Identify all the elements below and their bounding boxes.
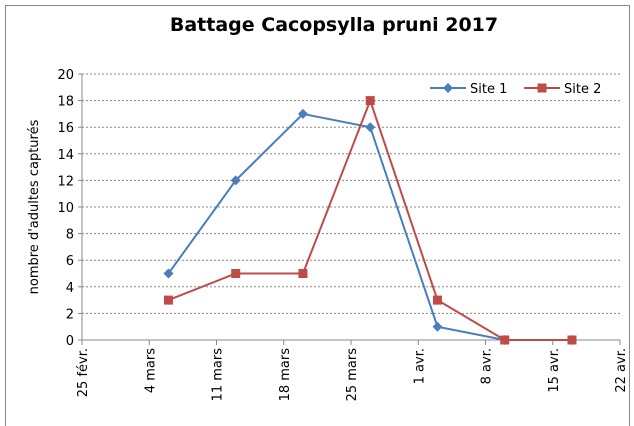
- chart-frame: [5, 5, 630, 426]
- point: [432, 321, 443, 332]
- point: [297, 108, 308, 119]
- y-tick-label: 14: [57, 148, 74, 163]
- point: [500, 335, 510, 345]
- x-tick-label: 8 avr.: [480, 348, 495, 384]
- x-tick-label: 4 mars: [143, 348, 158, 393]
- x-tick-label: 1 avr.: [412, 348, 427, 384]
- y-tick-label: 6: [66, 254, 74, 269]
- y-tick-label: 2: [66, 307, 74, 322]
- y-tick-label: 0: [66, 334, 74, 349]
- point: [298, 269, 308, 278]
- x-tick-label: 22 avr.: [614, 348, 629, 393]
- point: [567, 335, 577, 345]
- point: [231, 269, 241, 278]
- y-tick-label: 18: [57, 95, 74, 110]
- legend-label: Site 1: [470, 82, 507, 97]
- y-tick-label: 16: [57, 121, 74, 136]
- y-tick-label: 8: [66, 228, 74, 243]
- point: [365, 122, 376, 133]
- y-tick-label: 4: [66, 281, 74, 296]
- y-tick-label: 20: [57, 68, 74, 83]
- series-line: [168, 97, 572, 341]
- point: [432, 295, 442, 305]
- x-tick-label: 25 févr.: [76, 348, 91, 397]
- x-tick-label: 15 avr.: [547, 348, 562, 393]
- series-line: [167, 112, 572, 341]
- y-tick-label: 12: [57, 174, 74, 189]
- y-tick-label: 10: [57, 201, 74, 216]
- point: [163, 268, 174, 279]
- legend-marker: [537, 83, 547, 93]
- legend-label: Site 2: [564, 82, 601, 97]
- y-axis-label: nombre d'adultes capturés: [27, 119, 42, 294]
- point: [230, 175, 241, 186]
- chart-title: Battage Cacopsylla pruni 2017: [170, 14, 498, 36]
- point: [365, 96, 375, 106]
- x-tick-label: 11 mars: [211, 348, 226, 402]
- x-tick-label: 18 mars: [278, 348, 293, 402]
- point: [163, 295, 173, 305]
- legend-marker: [443, 83, 453, 93]
- x-tick-label: 25 mars: [345, 348, 360, 402]
